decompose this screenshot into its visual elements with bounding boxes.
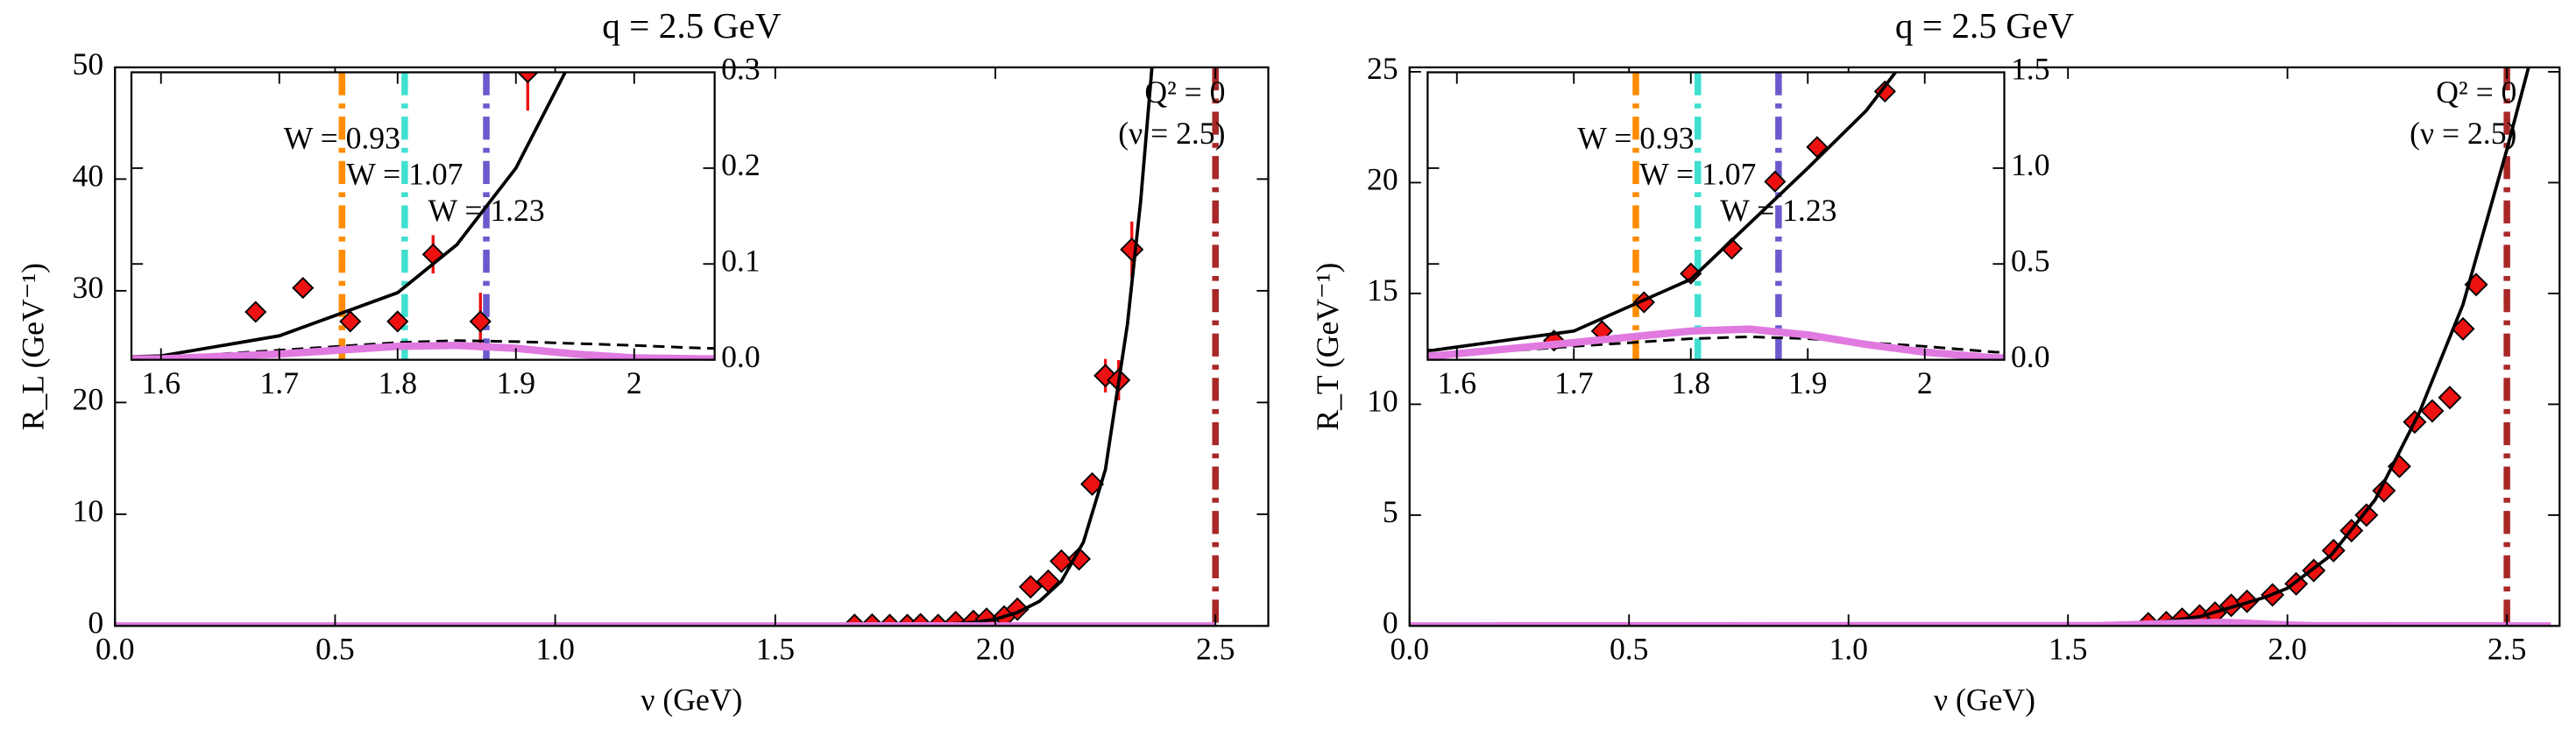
curve [1427,72,1898,352]
y-tick-label: 15 [1367,272,1398,308]
reference-label: W = 1.07 [1639,157,1756,192]
x-tick-label: 0.5 [315,632,355,667]
x-tick-label: 1.8 [1671,365,1710,400]
y-tick-label: 40 [73,159,104,194]
reference-label: W = 1.07 [346,157,463,192]
y-tick-label: 0.5 [2011,243,2050,278]
data-point [516,72,539,84]
y-tick-label: 30 [73,270,104,305]
x-tick-label: 1.5 [2049,632,2088,667]
y-tick-label: 1.0 [2011,147,2050,182]
reference-label: Q² = 0 [1144,74,1225,110]
reference-label: Q² = 0 [2436,74,2516,110]
y-tick-label: 10 [73,493,104,528]
x-tick-label: 2 [626,365,642,400]
data-point [2438,386,2462,410]
y-tick-label: 0.2 [721,147,761,182]
y-tick-label: 0.1 [721,243,761,278]
data-point [1120,237,1144,262]
x-tick-label: 1.0 [535,632,575,667]
x-tick-label: 2.0 [2268,632,2307,667]
y-tick-label: 20 [1367,162,1398,197]
y-tick-label: 25 [1367,51,1398,86]
curve [131,72,568,358]
inset-plot [131,72,715,360]
reference-label: W = 1.23 [428,193,544,228]
x-axis-label: ν (GeV) [1934,683,2035,718]
y-axis-label: R_L (GeV⁻¹) [15,263,50,430]
x-tick-label: 2.0 [976,632,1016,667]
x-tick-label: 2.5 [2488,632,2527,667]
x-tick-label: 0.0 [1390,632,1429,667]
x-tick-label: 1.5 [756,632,796,667]
inset-background [131,72,715,360]
data-point [1018,575,1043,599]
data-point [1764,170,1787,193]
x-tick-label: 1.6 [141,365,180,400]
x-tick-label: 1.7 [260,365,300,400]
curve [131,341,715,360]
data-point [292,277,315,300]
data-point [1093,364,1118,388]
chart-title: q = 2.5 GeV [602,5,781,46]
x-axis-label: ν (GeV) [640,683,742,718]
y-tick-label: 1.5 [2011,52,2050,87]
data-point [1036,569,1060,593]
x-tick-label: 2.5 [1196,632,1235,667]
data-point [244,301,267,323]
axes-frame [1408,66,2561,627]
axes-frame [130,71,716,361]
data-point [339,310,362,333]
reference-label: (ν = 2.5) [1118,116,1225,151]
reference-label: W = 0.93 [1577,120,1694,155]
curve [1427,325,2005,360]
axes-frame [114,66,1270,627]
data-point [1066,547,1091,571]
y-tick-label: 0 [1383,605,1398,640]
y-tick-label: 50 [73,46,104,81]
inset-background [1427,72,2005,360]
inset-plot [1427,72,2005,360]
y-tick-label: 10 [1367,384,1398,419]
data-point [2354,503,2379,527]
x-tick-label: 1.0 [1829,632,1868,667]
x-tick-label: 1.9 [1788,365,1828,400]
data-point [1873,80,1896,103]
data-point [2420,399,2445,423]
reference-label: W = 0.93 [284,120,400,155]
y-tick-label: 0.3 [721,52,761,87]
y-tick-label: 0.0 [721,339,761,374]
x-tick-label: 1.8 [379,365,418,400]
y-tick-label: 5 [1383,494,1398,529]
data-point [1080,471,1105,496]
x-tick-label: 0.5 [1610,632,1649,667]
y-tick-label: 20 [73,382,104,417]
data-point [386,310,409,333]
x-tick-label: 1.9 [497,365,536,400]
reference-label: W = 1.23 [1720,193,1836,228]
y-axis-label: R_T (GeV⁻¹) [1310,263,1345,431]
curve [131,339,715,359]
chart-title: q = 2.5 GeV [1895,5,2074,46]
x-tick-label: 0.0 [96,632,135,667]
x-tick-label: 2 [1917,365,1933,400]
data-point [1680,262,1702,285]
x-tick-label: 1.6 [1437,365,1476,400]
y-tick-label: 0 [88,605,103,640]
y-tick-label: 0.0 [2011,339,2050,374]
data-point [469,310,492,333]
x-tick-label: 1.7 [1554,365,1594,400]
reference-label: (ν = 2.5) [2410,116,2516,151]
axes-frame [1426,71,2006,361]
